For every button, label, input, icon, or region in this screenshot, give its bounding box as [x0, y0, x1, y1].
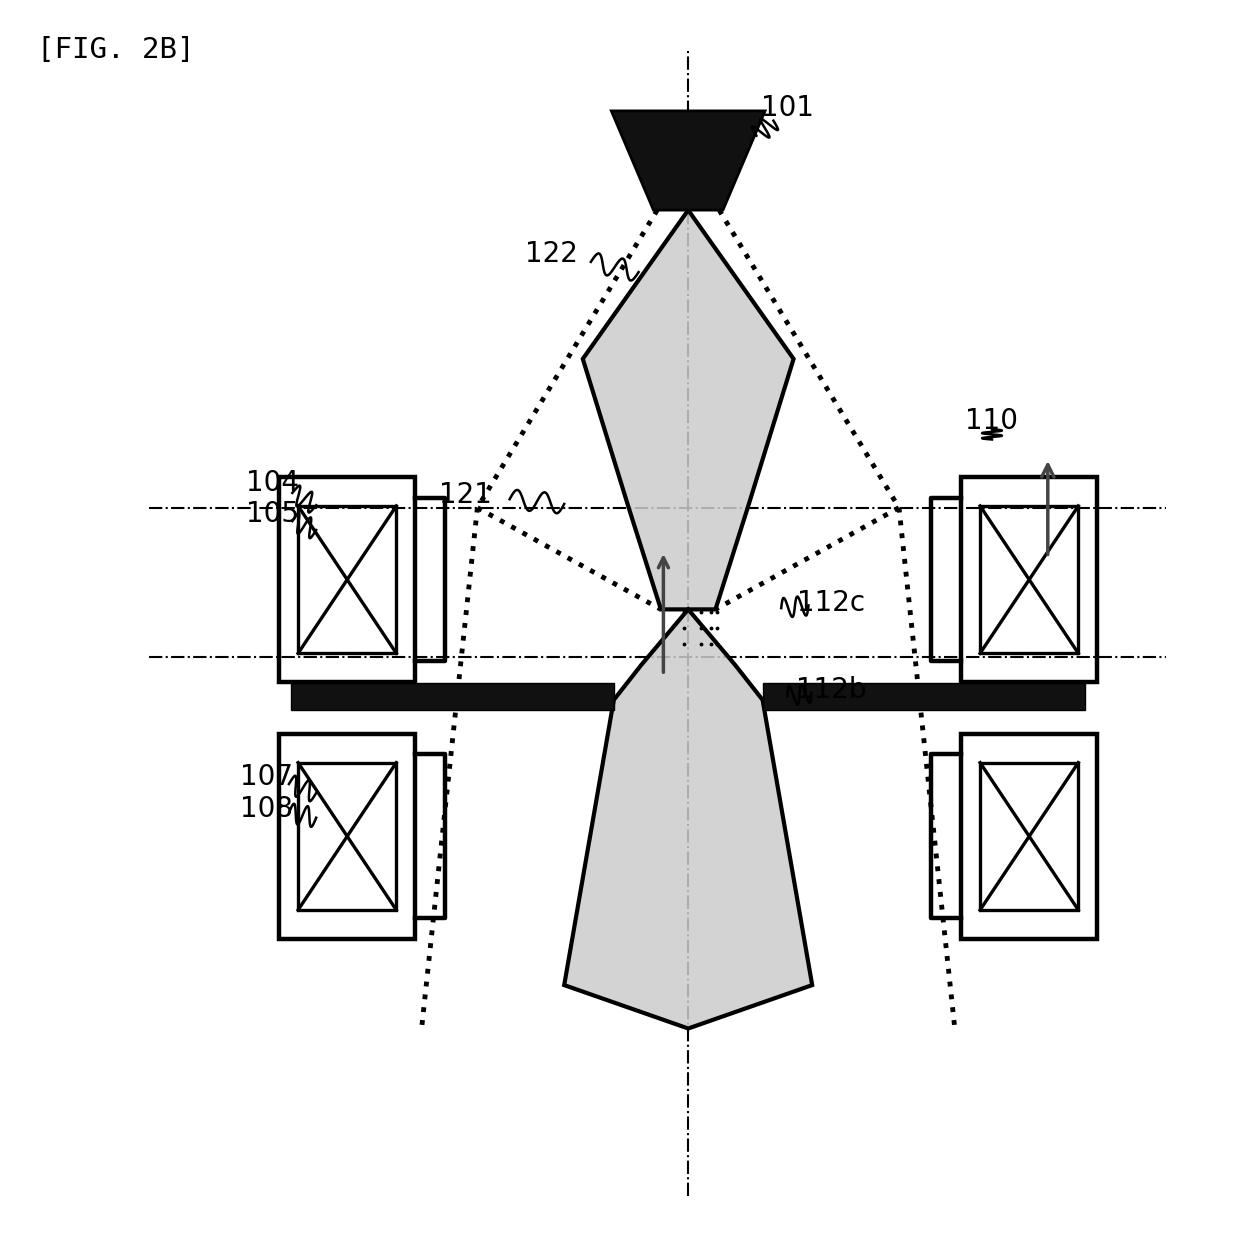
Text: 112b: 112b — [796, 676, 866, 704]
Text: 112c: 112c — [797, 589, 864, 617]
Bar — [291, 683, 614, 709]
Text: 121: 121 — [439, 482, 491, 509]
Text: 110: 110 — [966, 407, 1018, 435]
Text: 101: 101 — [761, 94, 813, 123]
Bar — [279, 478, 415, 682]
Bar — [279, 734, 415, 938]
Bar — [961, 478, 1097, 682]
Bar — [298, 505, 397, 653]
Text: 108: 108 — [241, 796, 293, 823]
Polygon shape — [611, 111, 765, 210]
Text: 105: 105 — [247, 500, 299, 528]
Text: 104: 104 — [247, 469, 299, 497]
Bar — [980, 505, 1079, 653]
Text: 107: 107 — [241, 763, 293, 791]
Text: [FIG. 2B]: [FIG. 2B] — [37, 36, 195, 65]
Text: 122: 122 — [526, 239, 578, 268]
Bar — [961, 734, 1097, 938]
Bar — [980, 763, 1079, 909]
Bar — [763, 683, 1085, 709]
Bar — [298, 763, 397, 909]
Polygon shape — [564, 609, 812, 1028]
Polygon shape — [583, 210, 794, 609]
